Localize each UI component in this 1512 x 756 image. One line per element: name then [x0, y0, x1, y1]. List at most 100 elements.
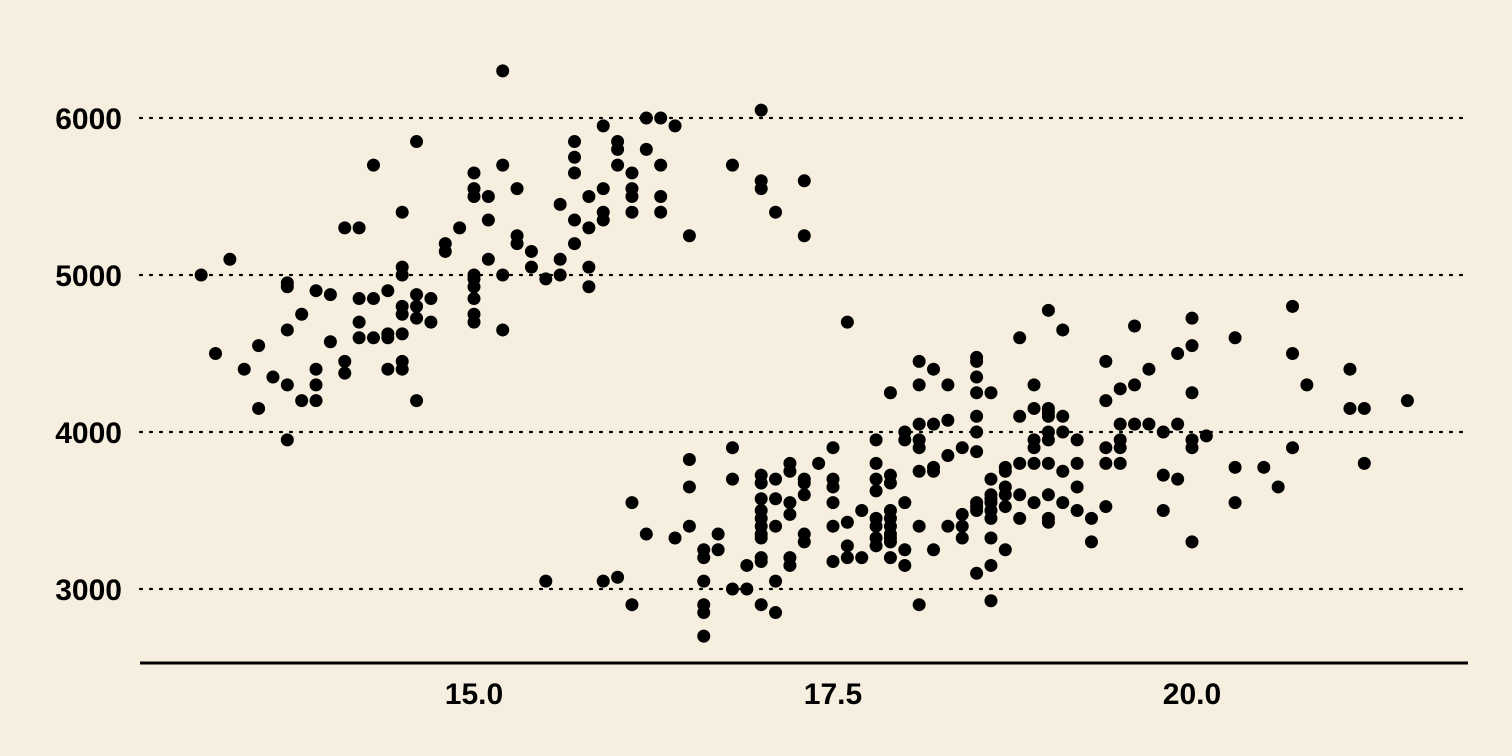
data-point [553, 197, 567, 211]
data-point [467, 292, 481, 306]
data-point [209, 347, 223, 360]
data-point [568, 213, 582, 227]
data-point [711, 527, 725, 541]
data-point [1027, 401, 1041, 415]
data-point [1041, 488, 1055, 502]
data-point [1070, 456, 1084, 470]
data-point [1185, 339, 1199, 353]
data-point [1013, 488, 1027, 502]
data-point [754, 492, 768, 506]
data-point [1013, 511, 1027, 525]
data-point [912, 354, 926, 368]
data-point [869, 433, 883, 447]
data-point [309, 394, 323, 408]
data-point [1056, 496, 1070, 510]
data-point [754, 182, 768, 196]
data-point [927, 362, 941, 376]
data-point [869, 484, 883, 498]
data-point [725, 158, 739, 172]
data-point [1156, 425, 1170, 439]
data-point [826, 480, 840, 494]
data-point [797, 174, 811, 188]
data-point [553, 268, 567, 282]
data-point [1228, 496, 1242, 510]
data-point [682, 229, 696, 243]
data-point [883, 386, 897, 400]
data-point [898, 543, 912, 557]
data-point [826, 555, 840, 569]
data-point [1099, 394, 1113, 408]
y-tick-label: 3000 [55, 574, 122, 607]
data-point [1041, 515, 1055, 529]
data-point [280, 433, 294, 447]
data-point [927, 464, 941, 478]
data-point [869, 519, 883, 533]
data-point [970, 409, 984, 423]
data-point [682, 519, 696, 533]
data-point [1041, 456, 1055, 470]
data-point [410, 311, 424, 325]
data-point [366, 331, 380, 345]
data-point [1185, 535, 1199, 549]
data-point [941, 449, 955, 463]
data-point [668, 119, 682, 133]
data-point [826, 441, 840, 455]
data-point [1228, 331, 1242, 345]
data-point [1099, 354, 1113, 368]
data-point [740, 558, 754, 572]
data-point [1185, 311, 1199, 325]
data-point [582, 260, 596, 274]
data-point [1027, 496, 1041, 510]
data-point [266, 370, 280, 384]
data-point [754, 598, 768, 612]
data-point [668, 531, 682, 545]
data-point [754, 103, 768, 117]
data-point [1400, 394, 1414, 408]
data-point [1041, 303, 1055, 317]
data-point [769, 205, 783, 219]
data-point [769, 606, 783, 620]
data-point [970, 566, 984, 580]
data-point [582, 280, 596, 294]
data-point [611, 158, 625, 172]
data-point [223, 252, 237, 266]
y-tick-label: 5000 [55, 260, 122, 293]
data-point [1084, 511, 1098, 525]
data-point [568, 166, 582, 180]
data-point [855, 504, 869, 517]
data-point [539, 272, 553, 286]
data-point [352, 331, 366, 345]
data-point [912, 598, 926, 612]
data-point [970, 445, 984, 459]
data-point [941, 413, 955, 427]
data-point [1056, 323, 1070, 337]
data-point [366, 292, 380, 306]
data-point [797, 535, 811, 549]
data-point [855, 551, 869, 565]
data-point [496, 268, 510, 282]
x-axis-tick-labels: 15.0 17.5 20.0 [445, 678, 1221, 711]
data-point [1099, 456, 1113, 470]
data-point [539, 574, 553, 588]
data-point [984, 386, 998, 400]
data-point [1070, 480, 1084, 494]
data-point [1056, 464, 1070, 478]
data-point [984, 531, 998, 545]
data-point [481, 252, 495, 266]
data-point [467, 280, 481, 294]
data-point [1228, 460, 1242, 474]
data-point [596, 213, 610, 227]
data-point [840, 515, 854, 529]
data-point [611, 142, 625, 156]
data-point [309, 284, 323, 298]
data-point [797, 476, 811, 490]
x-tick-label: 20.0 [1163, 678, 1221, 711]
data-point [912, 378, 926, 392]
data-point [769, 492, 783, 506]
data-point [797, 488, 811, 502]
data-point [510, 182, 524, 196]
data-point [654, 190, 668, 203]
data-point [252, 401, 266, 415]
data-point [1070, 504, 1084, 517]
